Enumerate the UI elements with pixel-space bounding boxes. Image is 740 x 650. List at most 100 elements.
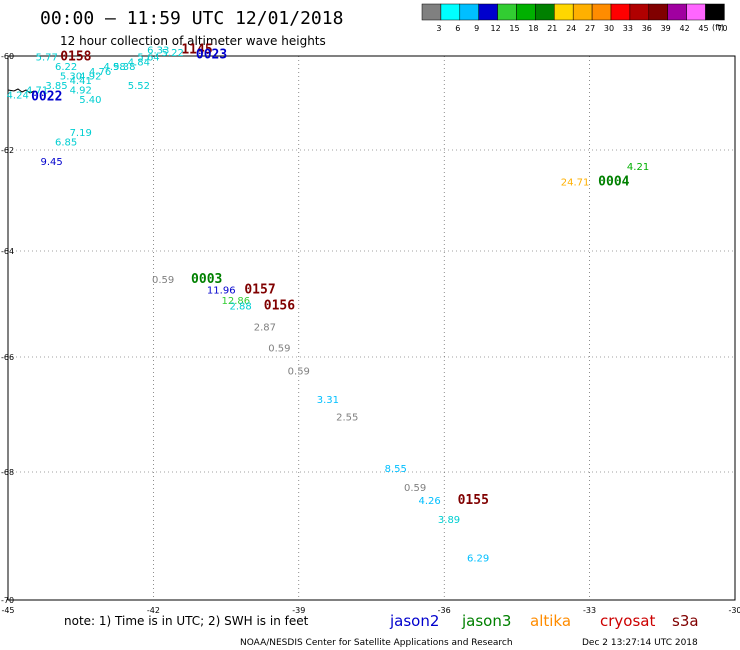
wave-height-observations: 6.335.22 5.77 5.644.845.38 6.22 4.984.76 5.30… <box>7 46 650 565</box>
color-swatch <box>421 3 442 21</box>
wave-height-value: 2.88 <box>230 301 252 312</box>
credit-line: NOAA/NESDIS Center for Satellite Applica… <box>240 638 513 648</box>
wave-height-value: 2.55 <box>336 412 358 423</box>
x-tick-label: -39 <box>292 606 305 615</box>
color-scale-level: 3 <box>436 24 441 33</box>
page-title: 00:00 – 11:59 UTC 12/01/2018 <box>40 8 343 29</box>
pass-time-label: 0003 <box>191 272 222 287</box>
y-tick-label: -62 <box>1 146 14 155</box>
color-scale-level: 24 <box>566 24 576 33</box>
color-scale-unit: (ft) <box>712 23 724 32</box>
wave-height-value: 24.71 <box>561 177 590 188</box>
color-scale-level: 21 <box>547 24 557 33</box>
wave-height-value: 3.31 <box>317 395 339 406</box>
pass-time-label: 0156 <box>264 298 295 313</box>
color-swatch <box>591 3 612 21</box>
wave-height-value: 8.55 <box>385 464 407 475</box>
y-tick-label: -70 <box>1 596 14 605</box>
x-tick-label: -42 <box>147 606 160 615</box>
color-scale-level: 39 <box>661 24 671 33</box>
wave-height-value: 3.89 <box>438 515 460 526</box>
wave-height-value: 4.71 <box>26 86 48 97</box>
satellite-legend: jason2 jason3 altika cryosat s3a <box>389 612 699 630</box>
color-swatch <box>572 3 593 21</box>
color-scale-legend: 3 6 9 12 15 18 21 24 27 30 33 36 39 42 45 70 <box>421 3 727 33</box>
color-scale-level: 12 <box>491 24 501 33</box>
color-swatch <box>667 3 687 21</box>
wave-height-value: 0.59 <box>268 344 290 355</box>
color-scale-level: 42 <box>680 24 690 33</box>
x-tick-label: -45 <box>1 606 14 615</box>
x-tick-label: -30 <box>728 606 740 615</box>
color-scale-level: 9 <box>474 24 479 33</box>
color-scale-level: 18 <box>528 24 538 33</box>
y-tick-label: -64 <box>1 247 14 256</box>
satellite-jason3: jason3 <box>461 612 511 630</box>
pass-time-label: 0023 <box>196 47 227 62</box>
wave-height-value: 4.92 <box>79 72 101 83</box>
color-swatch <box>554 3 574 21</box>
map-grid <box>8 56 735 600</box>
color-scale-level: 15 <box>509 24 519 33</box>
wave-height-value: 6.85 <box>55 137 77 148</box>
wave-height-value: 6.22 <box>55 62 77 73</box>
color-swatch <box>610 3 631 21</box>
pass-time-label: 1145 <box>181 43 212 58</box>
page-subtitle: 12 hour collection of altimeter wave hei… <box>60 34 326 48</box>
pass-time-label: 0004 <box>598 174 629 189</box>
wave-height-value: 5.40 <box>79 95 101 106</box>
color-scale-level: 70 <box>717 24 727 33</box>
y-tick-label: -60 <box>1 52 14 61</box>
color-scale-level: 27 <box>585 24 595 33</box>
pass-time-label: 0157 <box>244 282 275 297</box>
wave-height-value: 9.45 <box>40 157 62 168</box>
color-scale-level: 36 <box>642 24 652 33</box>
color-scale-level: 33 <box>623 24 633 33</box>
wave-height-value: 4.24 <box>7 90 29 101</box>
wave-height-value: 6.33 <box>147 46 169 57</box>
wave-height-value: 0.59 <box>404 483 426 494</box>
color-swatch <box>705 3 725 21</box>
footnote: note: 1) Time is in UTC; 2) SWH is in fe… <box>64 614 309 628</box>
wave-height-value: 3.85 <box>45 81 67 92</box>
wave-height-value: 4.76 <box>89 67 111 78</box>
wave-height-value: 4.98 <box>103 62 125 73</box>
color-swatch <box>440 3 461 21</box>
satellite-altika: altika <box>530 612 571 630</box>
satellite-jason2: jason2 <box>389 612 439 630</box>
satellite-cryosat: cryosat <box>600 612 655 630</box>
color-swatch <box>535 3 555 21</box>
color-swatch <box>478 3 498 21</box>
wave-height-value: 6.29 <box>467 554 489 565</box>
color-swatch <box>516 3 536 21</box>
color-swatch <box>459 3 479 21</box>
wave-height-value: 5.22 <box>162 48 184 59</box>
map-frame <box>7 55 736 601</box>
pass-time-label: 0155 <box>458 493 489 508</box>
x-tick-label: -36 <box>438 606 451 615</box>
coastline <box>7 88 35 94</box>
y-tick-label: -66 <box>1 353 14 362</box>
x-tick-label: -33 <box>583 606 596 615</box>
color-scale-level: 45 <box>698 24 708 33</box>
wave-height-value: 4.26 <box>419 496 441 507</box>
wave-height-value: 5.38 <box>113 62 135 73</box>
satellite-s3a: s3a <box>672 612 699 630</box>
pass-time-label: 0158 <box>60 50 91 65</box>
wave-height-value: 5.64 <box>137 53 159 64</box>
timestamp: Dec 2 13:27:14 UTC 2018 <box>582 638 698 648</box>
wave-height-value: 12.86 <box>221 296 250 307</box>
color-swatch <box>686 3 706 21</box>
y-tick-label: -68 <box>1 468 14 477</box>
wave-height-value: 7.19 <box>70 128 92 139</box>
wave-height-value: 4.41 <box>70 76 92 87</box>
wave-height-value: 0.59 <box>152 275 174 286</box>
wave-height-value: 2.87 <box>254 323 276 334</box>
wave-height-value: 4.92 <box>70 86 92 97</box>
color-swatch <box>629 3 650 21</box>
wave-height-value: 4.21 <box>627 162 649 173</box>
pass-time-label: 0022 <box>31 90 62 105</box>
axis-tick-labels: -45 -42 -39 -36 -33 -30 -60 -62 -64 -66 -68 -70 <box>1 52 740 615</box>
